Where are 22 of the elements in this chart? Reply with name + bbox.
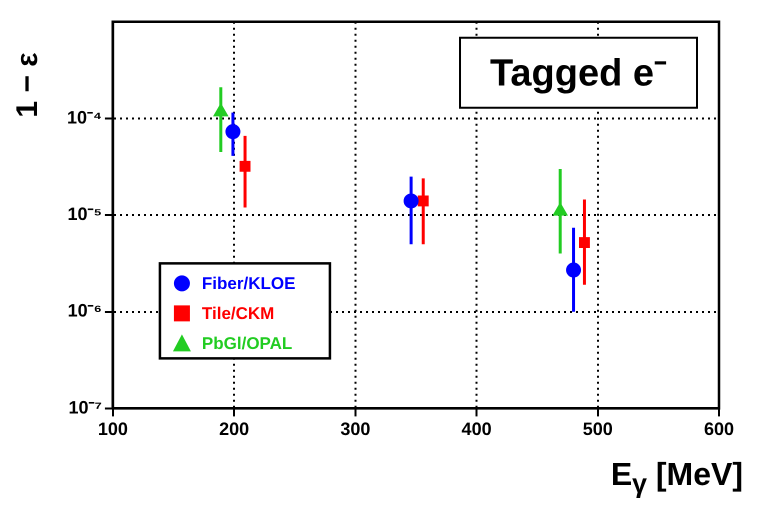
x-axis-title: E$_{γ}$ [MeV] <box>610 456 743 500</box>
y-tick-label: 10⁻⁵ <box>67 204 102 224</box>
point <box>225 124 240 140</box>
point <box>240 160 250 172</box>
point <box>404 193 419 208</box>
y-tick-label: 10⁻⁶ <box>68 300 102 321</box>
legend-label: Fiber/KLOE <box>202 274 296 294</box>
legend-label: Tile/CKM <box>202 304 274 324</box>
y-axis-title: 1 − ε <box>11 51 45 120</box>
annotation: Tagged e⁻ <box>490 52 668 94</box>
y-tick-label: 10⁻⁷ <box>68 397 102 418</box>
x-tick-label: 300 <box>340 419 370 440</box>
x-tick-label: 500 <box>582 419 613 440</box>
point <box>418 196 429 206</box>
x-tick-label: 200 <box>219 419 250 440</box>
y-tick-label: 10⁻⁴ <box>66 107 102 128</box>
point <box>579 237 590 248</box>
point <box>566 262 582 278</box>
x-tick-label: 400 <box>462 419 492 440</box>
x-tick-label: 100 <box>98 419 128 440</box>
x-tick-label: 600 <box>704 419 734 440</box>
legend-label: PbGl/OPAL <box>202 334 292 354</box>
